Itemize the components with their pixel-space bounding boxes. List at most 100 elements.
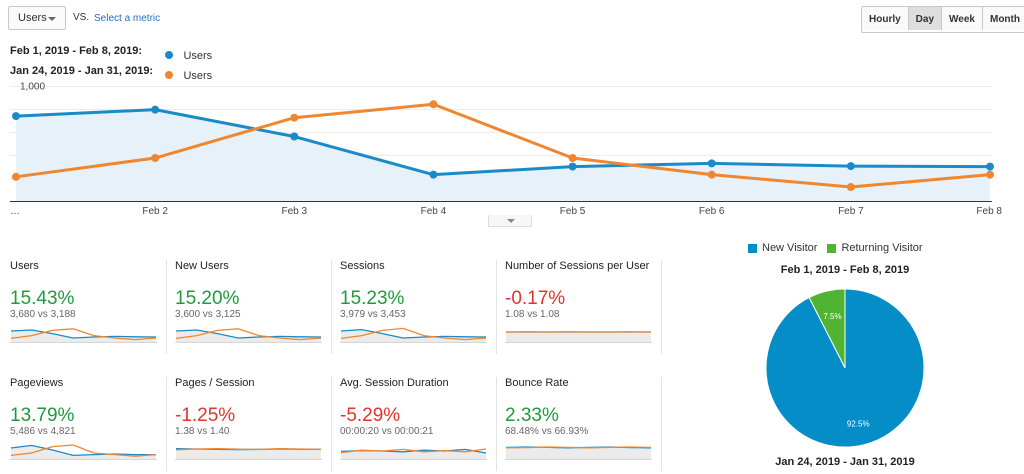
week-button[interactable]: Week (941, 7, 982, 30)
select-metric-link[interactable]: Select a metric (94, 13, 161, 24)
metric-select-value: Users (18, 12, 47, 24)
data-point-range2[interactable] (568, 154, 577, 163)
legend-dot-icon (165, 71, 173, 79)
data-point-range1[interactable] (707, 159, 716, 168)
pie-slice-new-visitor[interactable] (765, 288, 925, 448)
metric-tile[interactable]: Pages / Session -1.25% 1.38 vs 1.40 (175, 377, 329, 469)
data-point-range2[interactable] (151, 154, 160, 163)
series-line-range2 (15, 102, 991, 189)
metric-tile-values: 5,486 vs 4,821 (10, 426, 76, 437)
hourly-button[interactable]: Hourly (862, 7, 908, 30)
data-point-range1[interactable] (986, 162, 994, 171)
chevron-down-icon (507, 219, 515, 223)
metric-tile-name: Users (10, 260, 39, 272)
metric-tile-name: Bounce Rate (505, 377, 569, 389)
chevron-down-icon (48, 17, 56, 21)
data-point-range2[interactable] (290, 113, 299, 122)
tile-divider (661, 260, 662, 354)
metric-tile-name: Sessions (340, 260, 385, 272)
data-point-range2[interactable] (986, 170, 994, 179)
legend-range2: Jan 24, 2019 - Jan 31, 2019: (10, 65, 153, 77)
data-point-range1[interactable] (290, 132, 299, 141)
sparkline-range1 (175, 329, 322, 339)
metric-tile-change: -5.29% (340, 405, 401, 426)
sparkline-area (176, 448, 321, 459)
metric-tile[interactable]: Pageviews 13.79% 5,486 vs 4,821 (10, 377, 164, 469)
sparkline-range2 (340, 448, 487, 454)
metric-tile-values: 3,600 vs 3,125 (175, 309, 241, 320)
metric-sparkline (340, 327, 487, 343)
legend-range2-metric: Users (183, 70, 213, 82)
data-point-range2[interactable] (707, 170, 716, 179)
metric-sparkline (175, 447, 322, 460)
data-point-range1[interactable] (12, 112, 20, 121)
sparkline-range1 (340, 328, 487, 339)
visitor-pie-chart[interactable]: 7.5% 92.5% (760, 283, 930, 449)
tile-divider (496, 377, 497, 471)
sparkline-range2 (10, 328, 157, 341)
metric-tile[interactable]: Users 15.43% 3,680 vs 3,188 (10, 260, 164, 352)
metric-tile-change: 15.43% (10, 288, 75, 309)
sparkline-range1 (10, 444, 156, 457)
metric-tile-change: 15.23% (340, 288, 405, 309)
metric-sparkline (505, 331, 652, 343)
data-point-range2[interactable] (846, 183, 855, 192)
legend-range2-dates: Jan 24, 2019 - Jan 31, 2019: (10, 65, 154, 77)
metric-tile[interactable]: Avg. Session Duration -5.29% 00:00:20 vs 0… (340, 377, 494, 469)
metric-sparkline (340, 448, 487, 460)
expand-chart-handle[interactable] (488, 215, 532, 227)
data-point-range1[interactable] (846, 162, 855, 171)
metric-tile-name: Avg. Session Duration (340, 377, 449, 389)
metric-tile-values: 1.38 vs 1.40 (175, 426, 230, 437)
metric-tile-values: 3,680 vs 3,188 (10, 309, 76, 320)
tile-divider (331, 377, 332, 471)
tile-divider (166, 260, 167, 354)
sparkline-range2 (175, 328, 322, 341)
sparkline-range2 (340, 327, 487, 341)
x-tick-label: Feb 2 (142, 206, 168, 217)
data-point-range1[interactable] (568, 162, 577, 171)
data-point-range2[interactable] (429, 100, 438, 109)
metric-tile-values: 1.08 vs 1.08 (505, 309, 560, 320)
metric-tile-name: New Users (175, 260, 229, 272)
sparkline-range2 (175, 447, 322, 451)
sparkline-area (341, 449, 486, 459)
x-tick-label: Feb 7 (838, 206, 864, 217)
legend-range1-metric: Users (183, 50, 213, 62)
sparkline-area (506, 447, 651, 459)
metric-select[interactable]: Users (8, 6, 66, 30)
x-tick-label: … (10, 206, 20, 217)
pie-legend: New Visitor Returning Visitor (748, 242, 923, 254)
metric-tile-values: 3,979 vs 3,453 (340, 309, 406, 320)
pie-legend-returning[interactable]: Returning Visitor (841, 242, 923, 254)
legend-range1: Feb 1, 2019 - Feb 8, 2019: (10, 45, 142, 57)
data-point-range2[interactable] (12, 172, 20, 181)
data-point-range1[interactable] (429, 170, 438, 179)
tile-divider (331, 260, 332, 354)
metric-tile-change: -1.25% (175, 405, 236, 426)
pie-legend-new[interactable]: New Visitor (762, 242, 818, 254)
metric-tile-name: Pages / Session (175, 377, 255, 389)
data-point-range1[interactable] (151, 105, 160, 114)
pie-range1-title: Feb 1, 2019 - Feb 8, 2019 (780, 264, 910, 276)
metric-tile[interactable]: Sessions 15.23% 3,979 vs 3,453 (340, 260, 494, 352)
legend-range1-dates: Feb 1, 2019 - Feb 8, 2019: (10, 45, 143, 57)
tile-divider (661, 377, 662, 471)
pie-label-new: 92.5% (847, 419, 870, 428)
x-tick-label: Feb 6 (699, 206, 725, 217)
metric-tile[interactable]: New Users 15.20% 3,600 vs 3,125 (175, 260, 329, 352)
month-button[interactable]: Month (981, 7, 1024, 30)
x-tick-label: Feb 3 (281, 206, 307, 217)
legend-dot-icon (165, 51, 173, 59)
y-tick-label: 1,000 (20, 82, 45, 93)
metric-tile-change: 13.79% (10, 405, 75, 426)
metric-tile-change: -0.17% (505, 288, 566, 309)
metric-tile-change: 15.20% (175, 288, 240, 309)
tile-divider (496, 260, 497, 354)
metric-tile[interactable]: Number of Sessions per User -0.17% 1.08 vs… (505, 260, 659, 352)
metric-tile[interactable]: Bounce Rate 2.33% 68.48% vs 66.93% (505, 377, 659, 469)
sparkline-range2 (505, 446, 652, 449)
day-button[interactable]: Day (907, 7, 942, 30)
legend-range2-marker: Users (165, 66, 212, 84)
